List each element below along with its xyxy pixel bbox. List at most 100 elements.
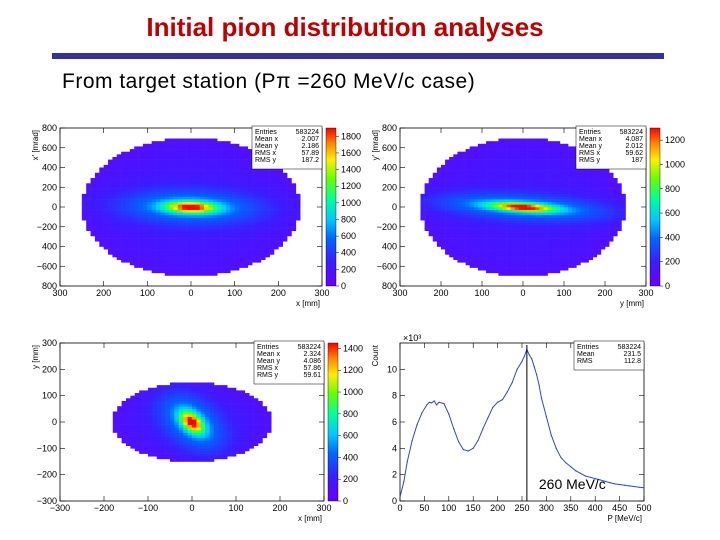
- heatmap-cell: [148, 443, 153, 446]
- heatmap-cell: [164, 262, 170, 266]
- y-tick-label: 800: [42, 281, 57, 291]
- heatmap-cell: [273, 225, 279, 229]
- heatmap-cell: [535, 172, 540, 176]
- heatmap-cell: [138, 207, 144, 210]
- heatmap-cell: [112, 422, 118, 425]
- heatmap-cell: [291, 185, 297, 189]
- heatmap-cell: [222, 432, 228, 436]
- heatmap-cell: [165, 411, 171, 415]
- heatmap-cell: [121, 162, 126, 166]
- heatmap-cell: [461, 164, 466, 168]
- heatmap-cell: [473, 235, 479, 239]
- heatmap-cell: [457, 233, 462, 237]
- heatmap-cell: [568, 172, 573, 176]
- heatmap-cell: [231, 450, 237, 454]
- heatmap-cell: [247, 217, 253, 221]
- heatmap-cell: [535, 270, 540, 274]
- heatmap-cell: [94, 175, 100, 179]
- heatmap-cell: [559, 207, 565, 210]
- heatmap-cell: [424, 191, 429, 195]
- heatmap-cell: [217, 257, 222, 260]
- heatmap-cell: [142, 262, 148, 266]
- heatmap-cell: [559, 180, 565, 184]
- heatmap-cell: [142, 264, 148, 268]
- heatmap-cell: [138, 149, 144, 152]
- heatmap-cell: [588, 235, 593, 239]
- heatmap-cell: [609, 191, 614, 195]
- heatmap-cell: [568, 225, 573, 229]
- heatmap-cell: [139, 395, 144, 399]
- heatmap-cell: [531, 156, 536, 160]
- heatmap-cell: [295, 212, 301, 216]
- heatmap-cell: [547, 233, 552, 237]
- heatmap-cell: [103, 217, 109, 221]
- heatmap-cell: [173, 233, 179, 237]
- heatmap-cell: [494, 196, 499, 200]
- heatmap-cell: [494, 257, 499, 260]
- heatmap-cell: [273, 230, 279, 234]
- heatmap-cell: [527, 257, 532, 260]
- heatmap-cell: [239, 162, 244, 166]
- heatmap-cell: [518, 228, 524, 231]
- heatmap-cell: [183, 450, 188, 454]
- heatmap-cell: [156, 201, 161, 205]
- heatmap-cell: [134, 251, 139, 255]
- heatmap-cell: [222, 406, 228, 410]
- heatmap-cell: [187, 400, 193, 404]
- heatmap-cell: [547, 254, 552, 258]
- heatmap-cell: [191, 209, 196, 213]
- heatmap-cell: [486, 201, 491, 205]
- heatmap-cell: [108, 201, 113, 205]
- heatmap-cell: [138, 159, 144, 163]
- heatmap-cell: [191, 199, 196, 203]
- heatmap-cell: [151, 188, 157, 192]
- heatmap-cell: [191, 270, 196, 274]
- heatmap-cell: [523, 156, 528, 160]
- heatmap-cell: [196, 450, 202, 454]
- heatmap-cell: [441, 230, 446, 234]
- heatmap-cell: [461, 246, 466, 250]
- heatmap-cell: [112, 209, 118, 213]
- heatmap-cell: [177, 217, 183, 221]
- heatmap-cell: [278, 191, 283, 195]
- heatmap-cell: [169, 214, 174, 218]
- heatmap-cell: [116, 167, 122, 171]
- heatmap-cell: [239, 243, 244, 247]
- heatmap-cell: [186, 156, 192, 160]
- heatmap-cell: [600, 241, 606, 245]
- heatmap-cell: [174, 403, 180, 407]
- heatmap-cell: [164, 230, 170, 234]
- heatmap-cell: [256, 209, 262, 213]
- heatmap-cell: [596, 170, 602, 174]
- heatmap-cell: [217, 262, 222, 266]
- heatmap-cell: [506, 254, 511, 258]
- heatmap-cell: [469, 233, 475, 237]
- heatmap-cell: [186, 193, 192, 197]
- heatmap-cell: [605, 207, 610, 210]
- heatmap-cell: [502, 185, 507, 189]
- heatmap-cell: [212, 172, 218, 176]
- heatmap-cell: [177, 170, 183, 174]
- heatmap-cell: [208, 201, 214, 205]
- heatmap-cell: [247, 199, 253, 203]
- heatmap-cell: [134, 180, 139, 184]
- heatmap-cell: [208, 141, 214, 145]
- heatmap-cell: [134, 193, 139, 197]
- heatmap-cell: [164, 146, 170, 150]
- heatmap-cell: [174, 456, 180, 460]
- heatmap-cell: [170, 395, 175, 399]
- heatmap-cell: [94, 199, 100, 203]
- heatmap-cell: [498, 267, 503, 271]
- heatmap-cell: [473, 170, 479, 174]
- heatmap-cell: [151, 254, 157, 258]
- heatmap-cell: [473, 257, 479, 260]
- heatmap-cell: [182, 212, 187, 216]
- heatmap-cell: [551, 230, 557, 234]
- heatmap-cell: [477, 180, 483, 184]
- heatmap-cell: [217, 222, 222, 226]
- heatmap-cell: [125, 257, 131, 260]
- heatmap-cell: [191, 243, 196, 247]
- heatmap-cell: [523, 264, 528, 268]
- heatmap-cell: [186, 272, 192, 276]
- heatmap-cell: [225, 214, 231, 218]
